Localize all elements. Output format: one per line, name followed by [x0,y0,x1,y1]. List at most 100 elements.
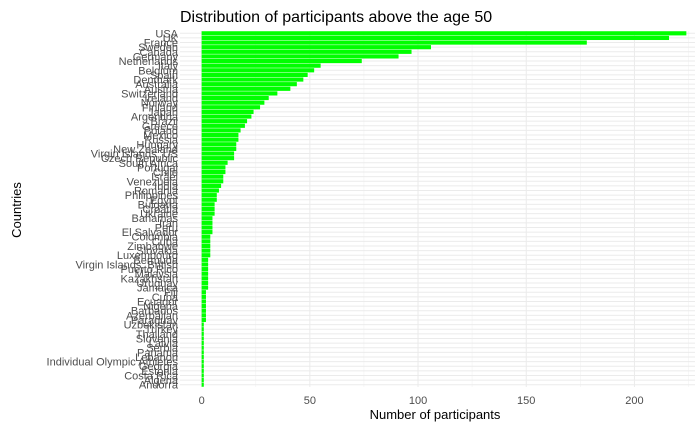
y-tick-label: Bulgaria [138,199,179,211]
y-tick-label: Estonia [141,366,179,378]
bar [201,193,217,198]
x-tick-label: 50 [304,395,316,407]
bar [201,373,204,378]
y-tick-label: Portugal [137,162,178,174]
bar [201,72,308,78]
y-tick-label: Thailand [136,329,178,341]
y-tick-label: El Salvador [122,227,179,239]
bar [201,63,321,68]
bar [201,49,412,54]
y-axis: USAUKFranceSwedenCanadaGermanyNetherland… [47,28,179,391]
y-tick-label: Netherlands [119,56,179,68]
y-tick-label: Paraguay [131,315,179,327]
y-tick-label: Italy [158,61,179,73]
x-tick-label: 100 [409,395,427,407]
bar [201,100,265,105]
bar [201,336,204,341]
y-tick-label: Denmark [133,75,178,87]
y-tick-label: Austria [144,84,179,96]
bar [201,216,213,221]
y-tick-label: Belgium [138,65,178,77]
bar [201,257,209,262]
bar [201,354,204,360]
bar [201,54,399,59]
bar [201,280,209,286]
bar [201,294,206,299]
bar [201,123,245,128]
bar [201,165,226,170]
y-tick-label: Finland [142,102,178,114]
y-tick-label: Ireland [144,93,178,105]
bar [201,276,209,281]
bar [201,188,219,193]
y-tick-label: India [154,181,179,193]
bar [201,31,687,36]
y-tick-label: Sweden [138,42,178,54]
y-tick-label: UK [163,33,179,45]
y-tick-label: Turkey [145,324,179,336]
y-tick-label: Israel [151,172,178,184]
bar [201,142,237,147]
bar [201,364,204,369]
y-tick-label: New Zealand [113,144,178,156]
y-tick-label: Andorra [139,380,179,392]
y-tick-label: Barbados [131,306,179,318]
bar [201,239,211,244]
y-tick-label: Kazakhstan [121,273,178,285]
y-tick-label: Venezuela [127,176,179,188]
y-tick-label: Switzerland [121,88,178,100]
y-tick-label: Croatia [143,204,179,216]
y-tick-label: Panama [137,347,179,359]
bar [201,68,315,73]
bar [201,327,204,332]
bar [201,317,206,323]
bar [201,368,204,373]
y-tick-label: Norway [141,98,179,110]
y-tick-label: France [144,38,178,50]
bar [201,169,226,175]
bar [201,299,206,304]
y-tick-label: Brazil [150,116,178,128]
x-tick-label: 150 [517,395,535,407]
y-tick-label: Fiji [164,287,178,299]
bar [201,109,254,114]
y-tick-label: Australia [135,79,179,91]
x-axis-title: Number of participants [370,407,501,422]
bar [201,253,211,258]
bar [201,308,206,313]
bar [201,77,304,82]
bar [201,119,248,124]
bar [201,285,209,290]
bar [201,151,235,156]
bar [201,290,206,295]
y-tick-label: Jamaica [137,283,179,295]
y-tick-label: Individual Olympic Athletes [47,357,179,369]
y-tick-label: Zimbabwe [127,241,178,253]
y-tick-label: USA [155,28,178,40]
y-tick-label: Lebanon [135,352,178,364]
bar [201,243,211,249]
bar [201,220,213,225]
x-tick-label: 0 [199,395,205,407]
y-tick-label: Philippines [125,190,179,202]
bar [201,146,237,151]
bar [201,202,215,207]
y-tick-label: Poland [144,125,178,137]
y-tick-label: Chile [153,167,178,179]
y-tick-label: Bahamas [132,213,179,225]
y-tick-label: Puerto Rico [121,264,178,276]
bar [201,350,204,355]
y-tick-label: Mexico [143,130,178,142]
bar [201,95,269,101]
y-tick-label: Cuba [152,236,179,248]
bar [201,132,239,138]
bar [201,58,362,64]
bar [201,114,252,119]
y-tick-label: Japan [148,107,178,119]
y-tick-label: Virgin Islands, US [91,149,178,161]
y-tick-label: Serbia [146,343,179,355]
x-tick-label: 200 [625,395,643,407]
bar [201,183,222,188]
bar [201,128,241,133]
